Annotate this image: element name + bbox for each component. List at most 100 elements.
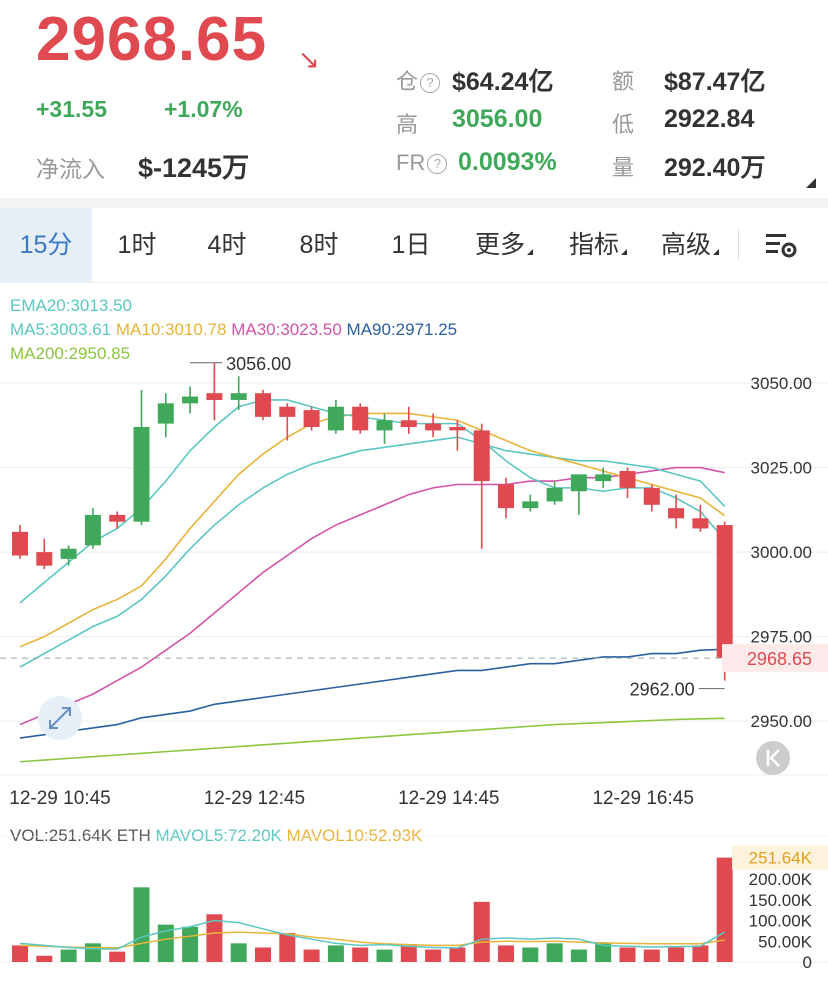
candle [619,467,636,499]
candle [230,376,247,411]
y-tick-label: 3025.00 [751,459,812,478]
tab-label: 15分 [19,231,73,259]
volume-y-tick-label: 0 [803,953,812,972]
volume-y-tick-label: 150.00K [749,891,813,910]
candle-body [206,393,223,400]
volume-bar [522,947,539,962]
candle [279,403,296,441]
tab-15m[interactable]: 15分 [0,208,92,282]
volume-bar [36,955,53,962]
volume-bar [133,887,150,962]
tab-label: 更多 [474,231,525,259]
candle-body [619,470,636,488]
ma200-legend: MA200:2950.85 [10,344,131,363]
mavol5-line [19,919,726,950]
volume-bar [303,949,320,962]
volume-bar [255,947,271,962]
candle-body [133,427,150,522]
volume-bar [182,926,199,962]
tab-8h[interactable]: 8时 [274,208,364,282]
tab-advanced[interactable]: 高级 [644,208,736,282]
candle-body [327,406,344,431]
ema20-line [19,436,726,668]
candle-body [157,403,174,424]
volume-bar [546,943,563,962]
candle-body [425,423,442,431]
tab-1h[interactable]: 1时 [92,208,182,282]
candle [12,525,28,559]
tab-label: 8时 [299,231,339,259]
y-tick-label: 2975.00 [751,628,812,647]
volume-bar [473,901,490,962]
current-price-label: 2968.65 [747,649,812,669]
scroll-to-latest-icon[interactable] [756,741,790,775]
volume-bar [12,945,28,962]
high-value: 3056.00 [452,105,543,133]
candle [327,399,344,434]
ma5-line [19,399,726,604]
low-value: 2922.84 [664,105,755,133]
candle-body [570,474,587,492]
volume-bar [352,947,369,962]
candle-body [230,393,247,400]
expand-corner-icon[interactable] [806,178,816,188]
chart-settings-icon[interactable] [764,230,798,260]
candle [449,420,466,451]
open-interest-label: 仓? [396,64,441,96]
ma30-line [19,466,725,726]
candle-body [36,552,53,566]
dropdown-icon [621,249,627,255]
candle-body [668,508,685,519]
ma30-legend: MA30:3023.50 [231,320,342,339]
current-volume-tag [732,845,828,870]
candle [425,413,442,438]
volume-bar [498,945,514,962]
candle-body [643,487,660,505]
low-label: 低 [612,112,635,137]
volume-bar [376,949,393,962]
help-icon[interactable]: ? [427,154,448,175]
candle-body [279,406,296,417]
dropdown-icon [527,249,533,255]
volume-bar [400,945,417,962]
candle [522,494,539,512]
candle-body [498,484,514,509]
down-arrow-icon: ↘ [298,44,320,74]
price-chart[interactable]: 3050.00 3025.00 3000.00 2975.00 2950.00 12-29… [0,282,828,818]
candle-body [400,420,417,428]
volume-bar [206,914,223,962]
volume-bar [425,949,442,962]
section-divider [0,198,828,208]
candle-body [352,406,369,431]
ema20-legend: EMA20:3013.50 [10,296,132,315]
tab-label: 4时 [207,231,247,259]
tab-1d[interactable]: 1日 [366,208,456,282]
candle-body [546,487,563,502]
ma90-legend: MA90:2971.25 [346,320,458,339]
candle [109,511,126,529]
volume-bar [619,947,636,962]
volume-y-tick-label: 50.00K [758,932,813,951]
candle [376,413,393,444]
tab-4h[interactable]: 4时 [182,208,272,282]
candle-body [60,548,77,559]
candle [36,538,53,570]
help-icon[interactable]: ? [420,73,441,94]
tab-indicators[interactable]: 指标 [552,208,644,282]
candle-body [449,427,466,431]
dropdown-icon [713,249,719,255]
low-marker-label: 2962.00 [630,680,695,700]
net-inflow-value: $-1245万 [138,153,250,183]
ma200-line [19,717,725,763]
candle [643,484,660,512]
last-price: 2968.65 [36,5,268,74]
candle [352,403,369,434]
amount-value: $87.47亿 [664,68,766,96]
tab-more[interactable]: 更多 [458,208,550,282]
change-absolute: +31.55 [36,96,107,122]
candle [498,477,514,519]
candle [157,393,174,438]
expand-icon[interactable] [38,696,82,740]
volume-bar [716,857,733,962]
